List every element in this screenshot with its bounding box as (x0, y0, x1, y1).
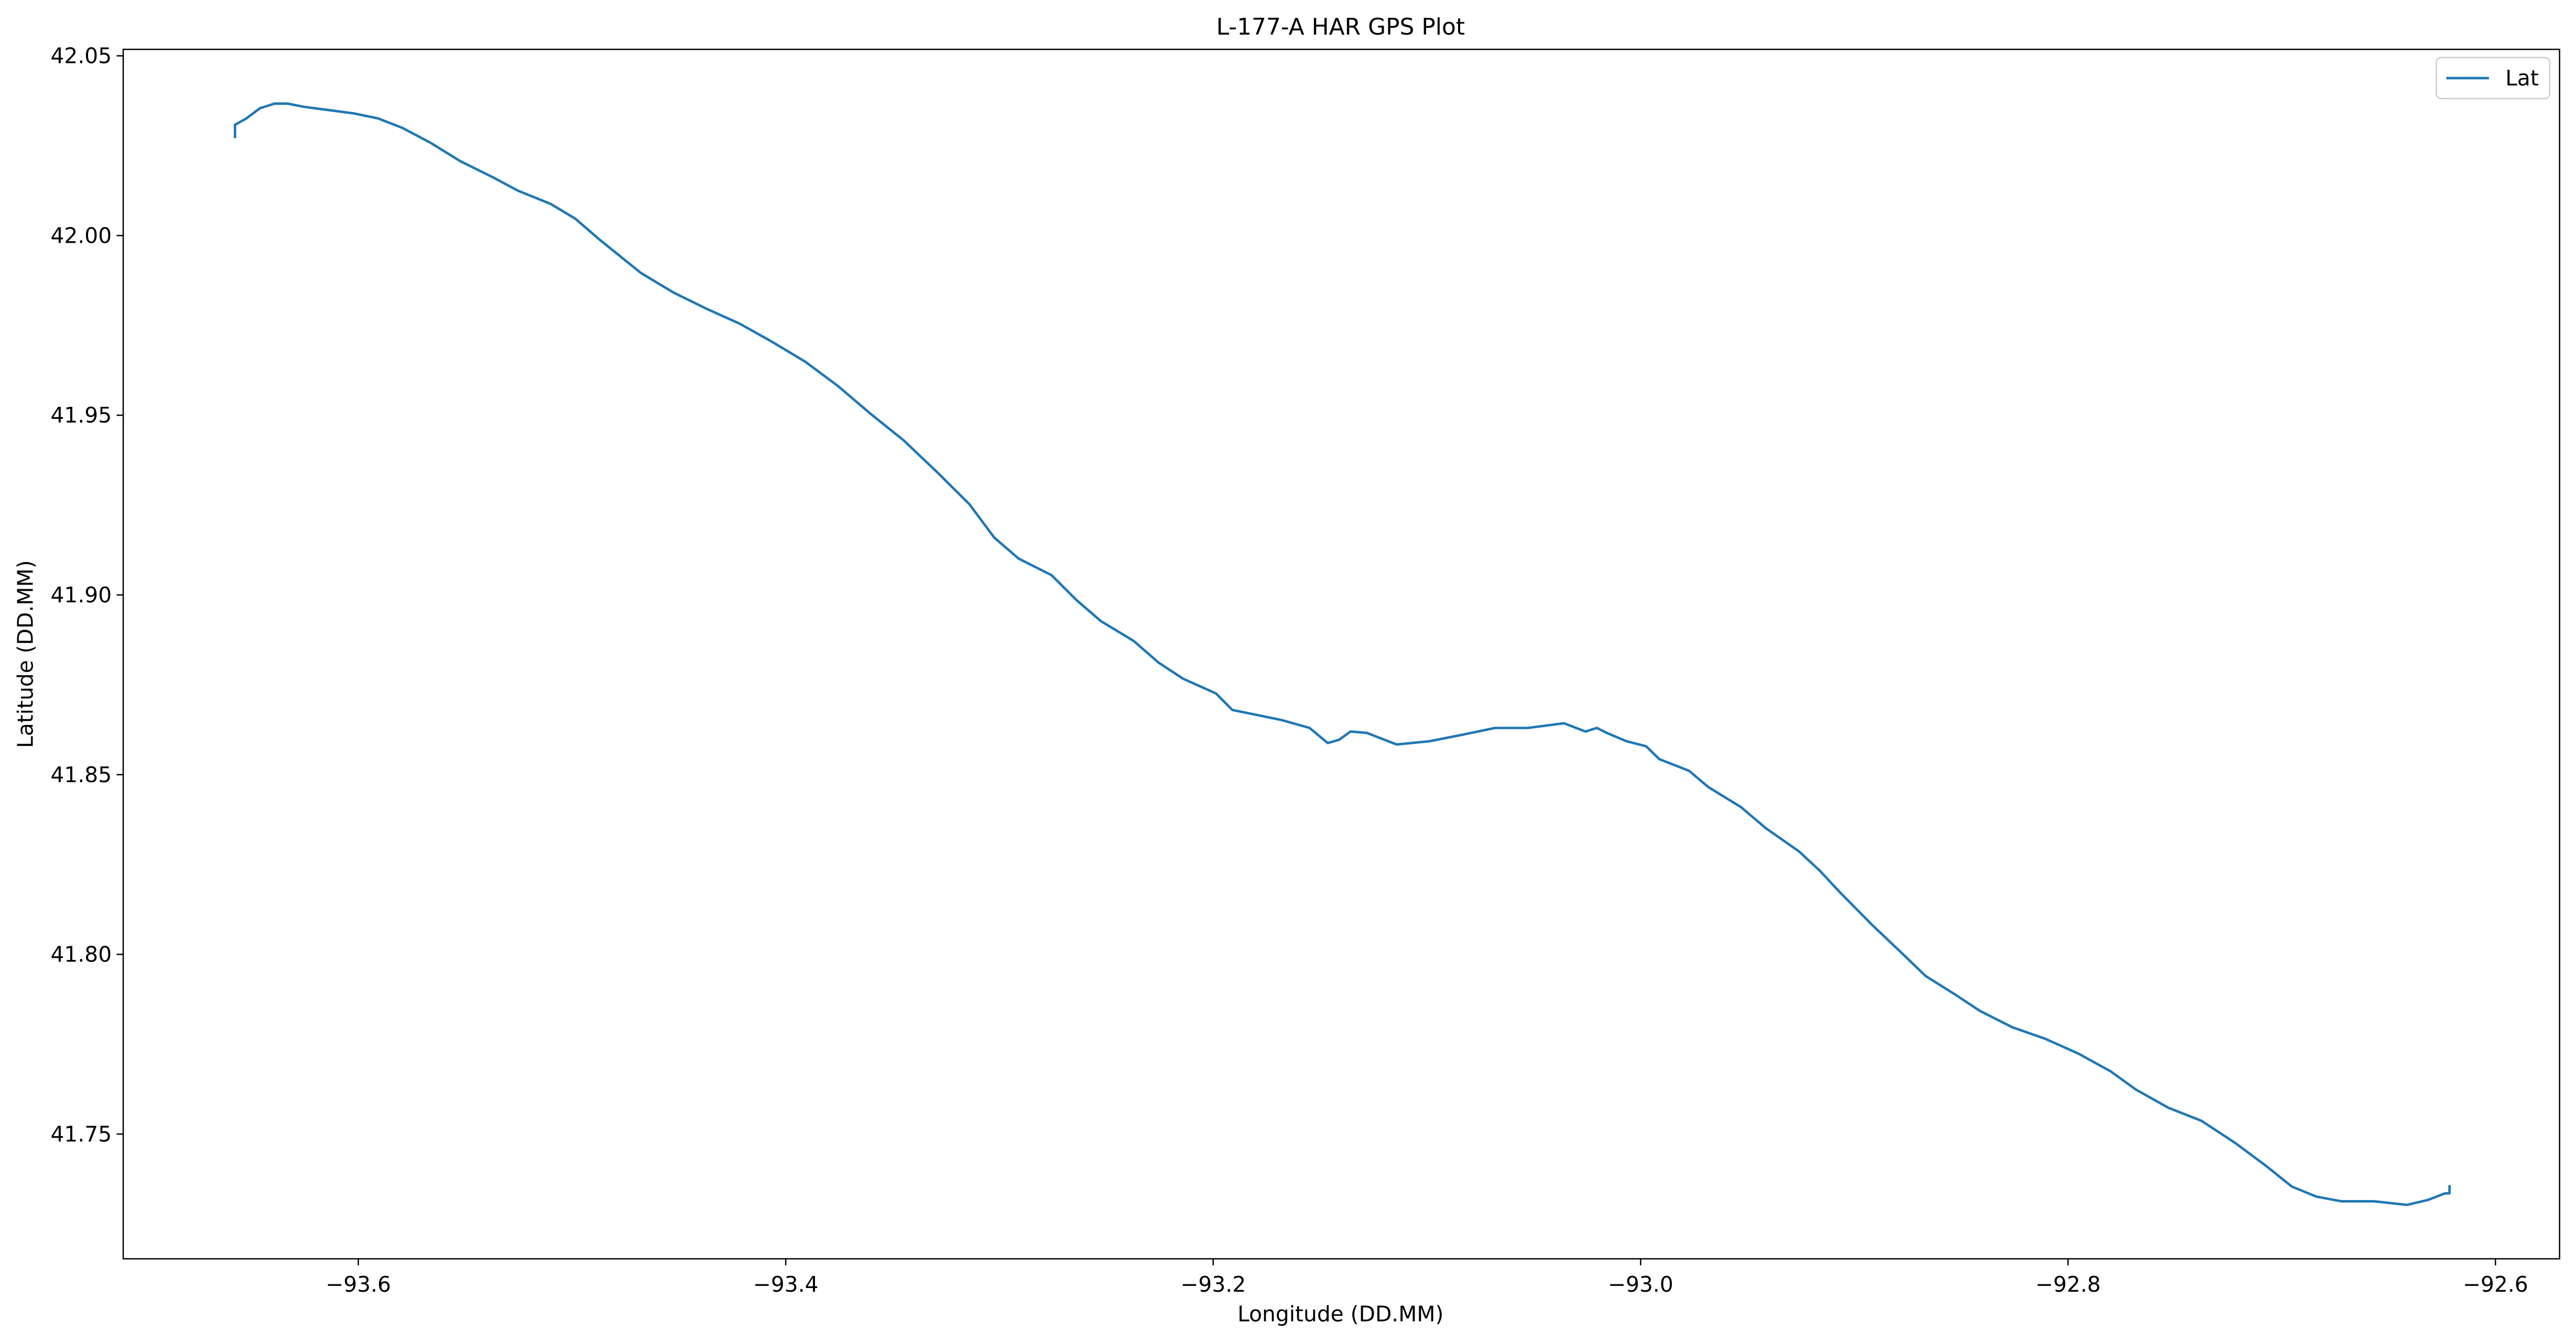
y-tick-label: 41.95 (51, 403, 112, 428)
x-tick-label: −92.8 (2035, 1272, 2101, 1297)
plot-frame (122, 48, 2560, 1260)
x-tick-label: −92.6 (2463, 1272, 2528, 1297)
x-tick-label: −93.6 (325, 1272, 391, 1297)
y-tick-label: 41.75 (51, 1121, 112, 1147)
y-tick-label: 42.05 (51, 44, 112, 69)
x-tick-label: −93.4 (753, 1272, 819, 1297)
y-tick-label: 41.90 (51, 582, 112, 608)
x-tick-label: −93.0 (1608, 1272, 1673, 1297)
y-tick-label: 41.80 (51, 942, 112, 967)
x-tick-label: −93.2 (1180, 1272, 1246, 1297)
data-line (234, 102, 2451, 1206)
legend-box (2436, 57, 2551, 100)
y-tick-label: 41.85 (51, 762, 112, 787)
chart-title: L-177-A HAR GPS Plot (1216, 14, 1465, 40)
y-tick-label: 42.00 (51, 223, 112, 248)
legend-label: Lat (2505, 66, 2539, 91)
y-axis-label: Latitude (DD.MM) (13, 560, 38, 748)
x-axis-label: Longitude (DD.MM) (1237, 1301, 1443, 1326)
